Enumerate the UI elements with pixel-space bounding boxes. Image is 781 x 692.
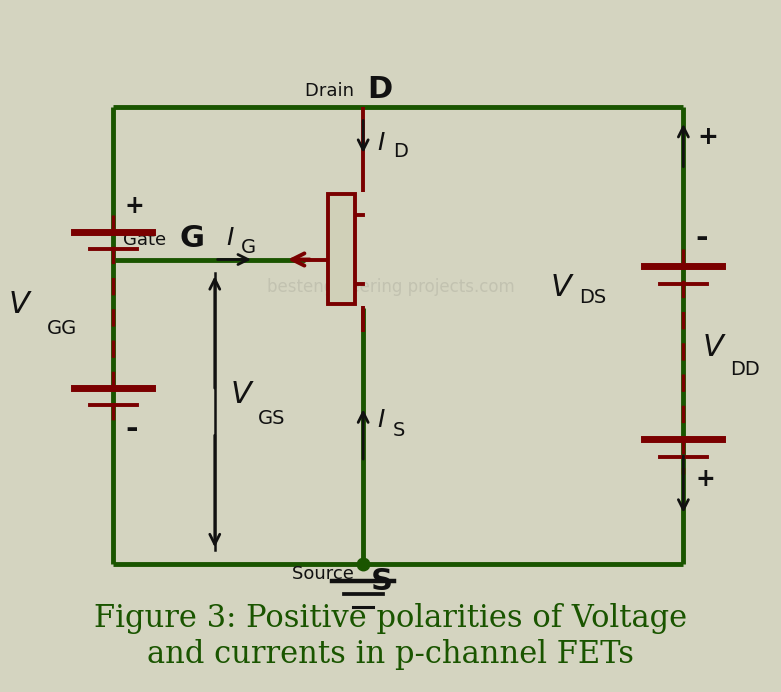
- Text: -: -: [695, 224, 708, 253]
- Text: V: V: [9, 290, 30, 319]
- Text: bestengineering projects.com: bestengineering projects.com: [266, 278, 515, 296]
- Text: V: V: [230, 380, 251, 409]
- Text: G: G: [180, 224, 205, 253]
- Text: Source: Source: [291, 565, 359, 583]
- Text: GG: GG: [47, 319, 77, 338]
- Text: -: -: [125, 415, 137, 444]
- Text: D: D: [367, 75, 392, 104]
- Text: G: G: [241, 239, 255, 257]
- Text: DS: DS: [579, 288, 606, 307]
- Text: S: S: [371, 567, 393, 597]
- Text: +: +: [697, 125, 719, 149]
- Text: Drain: Drain: [305, 82, 359, 100]
- Text: DD: DD: [730, 361, 760, 379]
- Text: I: I: [377, 408, 384, 432]
- Text: Gate: Gate: [123, 231, 172, 249]
- Text: I: I: [377, 131, 384, 155]
- Text: S: S: [393, 421, 405, 440]
- Text: D: D: [393, 142, 408, 161]
- Text: V: V: [551, 273, 572, 302]
- Text: Figure 3: Positive polarities of Voltage
and currents in p-channel FETs: Figure 3: Positive polarities of Voltage…: [94, 603, 687, 670]
- Text: +: +: [125, 194, 144, 218]
- Text: I: I: [226, 226, 234, 250]
- Bar: [328, 194, 355, 304]
- Text: V: V: [703, 334, 724, 362]
- Text: GS: GS: [258, 409, 285, 428]
- Text: +: +: [695, 467, 715, 491]
